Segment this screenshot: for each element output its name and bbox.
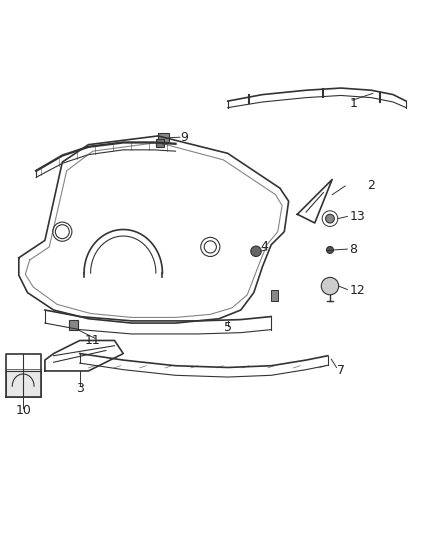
Text: 7: 7 [337, 365, 345, 377]
Bar [156, 140, 164, 147]
Text: 5: 5 [224, 321, 232, 334]
Bar [69, 320, 78, 329]
Circle shape [321, 277, 339, 295]
Text: 12: 12 [350, 284, 365, 297]
Bar [158, 133, 169, 142]
Text: 2: 2 [367, 180, 375, 192]
Text: 11: 11 [85, 334, 101, 347]
Text: 1: 1 [350, 97, 358, 110]
Circle shape [251, 246, 261, 256]
Text: 3: 3 [76, 382, 84, 395]
Circle shape [326, 246, 333, 254]
Text: 4: 4 [260, 240, 268, 253]
Text: 9: 9 [180, 131, 188, 144]
Bar [271, 290, 278, 301]
Polygon shape [6, 369, 41, 397]
Circle shape [325, 214, 334, 223]
Text: 13: 13 [350, 210, 365, 223]
Text: 8: 8 [350, 243, 357, 256]
Text: 10: 10 [15, 403, 31, 417]
